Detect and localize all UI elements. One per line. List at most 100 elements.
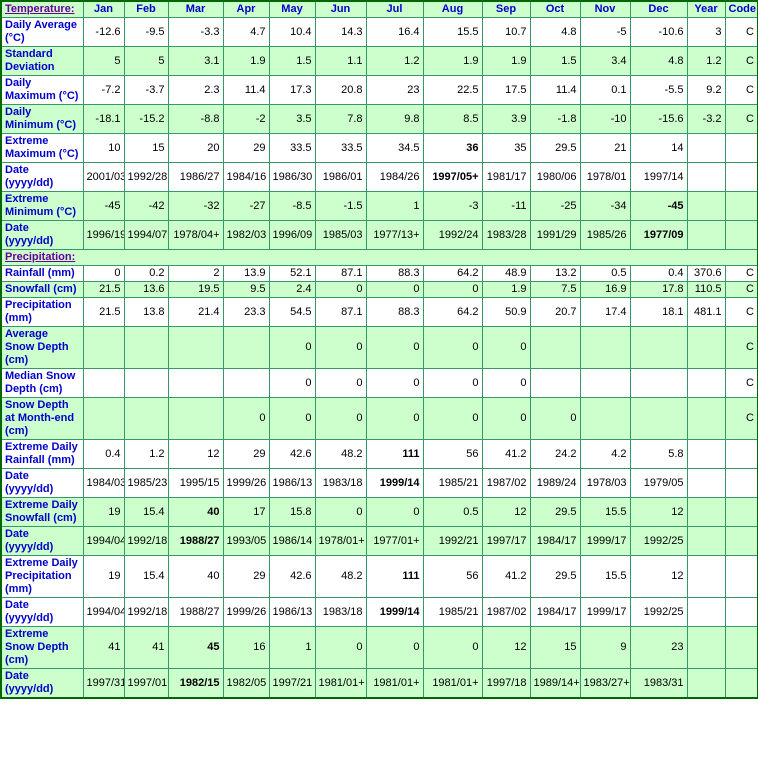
cell-mar: 1988/27 <box>167 526 224 556</box>
cell-year: 3 <box>686 17 726 47</box>
cell-sep: 10.7 <box>481 17 531 47</box>
cell-apr: 13.9 <box>222 265 270 282</box>
cell-sep: 0 <box>481 326 531 369</box>
column-header-jul: Jul <box>365 0 424 18</box>
cell-oct: 1991/29 <box>529 220 581 250</box>
cell-apr: 1999/26 <box>222 597 270 627</box>
cell-dec: 1979/05 <box>629 468 688 498</box>
cell-jul: 111 <box>365 555 424 598</box>
column-header-feb: Feb <box>123 0 169 18</box>
cell-code <box>724 526 758 556</box>
cell-may: 15.8 <box>268 497 316 527</box>
cell-feb: 1997/01 <box>123 668 169 699</box>
cell-sep: 1981/17 <box>481 162 531 192</box>
cell-aug: 64.2 <box>422 297 483 327</box>
cell-aug: 0 <box>422 281 483 298</box>
cell-apr: -27 <box>222 191 270 221</box>
cell-code <box>724 597 758 627</box>
cell-jan: 1996/19 <box>82 220 125 250</box>
cell-aug: 8.5 <box>422 104 483 134</box>
cell-code <box>724 497 758 527</box>
precipitation-section-row: Precipitation: <box>0 249 758 266</box>
cell-year <box>686 468 726 498</box>
cell-feb: 15.4 <box>123 497 169 527</box>
row-label: Standard Deviation <box>0 46 84 76</box>
precipitation-section-link[interactable]: Precipitation: <box>5 251 76 263</box>
cell-year <box>686 133 726 163</box>
cell-aug: 1985/21 <box>422 468 483 498</box>
cell-nov: 0.1 <box>579 75 631 105</box>
row-label: Date (yyyy/dd) <box>0 468 84 498</box>
column-header-apr: Apr <box>222 0 270 18</box>
cell-apr <box>222 368 270 398</box>
cell-feb: 15.4 <box>123 555 169 598</box>
table-row-rainfall-mm: Rainfall (mm) 0 0.2 2 13.9 52.1 87.1 88.3 64.2 48… <box>0 265 758 282</box>
cell-sep: 1997/17 <box>481 526 531 556</box>
cell-dec: 1997/14 <box>629 162 688 192</box>
cell-dec: 23 <box>629 626 688 669</box>
cell-jan: 1994/04 <box>82 597 125 627</box>
cell-mar: 40 <box>167 497 224 527</box>
cell-code <box>724 626 758 669</box>
cell-apr: 23.3 <box>222 297 270 327</box>
cell-dec: 14 <box>629 133 688 163</box>
cell-jun: 87.1 <box>314 265 367 282</box>
cell-code <box>724 191 758 221</box>
cell-apr: 29 <box>222 555 270 598</box>
cell-jan: -7.2 <box>82 75 125 105</box>
cell-sep: 3.9 <box>481 104 531 134</box>
cell-dec: 4.8 <box>629 46 688 76</box>
cell-nov: 9 <box>579 626 631 669</box>
cell-jun: 48.2 <box>314 439 367 469</box>
cell-year: 1.2 <box>686 46 726 76</box>
cell-may: -8.5 <box>268 191 316 221</box>
cell-jul: 9.8 <box>365 104 424 134</box>
cell-jan <box>82 368 125 398</box>
column-header-aug: Aug <box>422 0 483 18</box>
cell-aug: 0 <box>422 368 483 398</box>
cell-code: C <box>724 104 758 134</box>
cell-dec: -15.6 <box>629 104 688 134</box>
cell-jul: 1999/14 <box>365 468 424 498</box>
cell-oct: 1.5 <box>529 46 581 76</box>
cell-mar: 45 <box>167 626 224 669</box>
cell-apr: 1982/03 <box>222 220 270 250</box>
cell-may: 17.3 <box>268 75 316 105</box>
column-header-mar: Mar <box>167 0 224 18</box>
table-row-median-snow-depth-cm: Median Snow Depth (cm) 0 0 0 0 0 C <box>0 368 758 398</box>
row-label: Extreme Snow Depth (cm) <box>0 626 84 669</box>
cell-mar: -8.8 <box>167 104 224 134</box>
cell-nov: 1999/17 <box>579 526 631 556</box>
cell-oct: 11.4 <box>529 75 581 105</box>
cell-dec: -5.5 <box>629 75 688 105</box>
cell-code <box>724 668 758 699</box>
cell-nov: 3.4 <box>579 46 631 76</box>
cell-may: 42.6 <box>268 555 316 598</box>
temperature-section-link[interactable]: Temperature: <box>0 0 84 18</box>
cell-nov: 15.5 <box>579 555 631 598</box>
cell-mar <box>167 397 224 440</box>
cell-year <box>686 439 726 469</box>
cell-jul: 88.3 <box>365 265 424 282</box>
cell-dec: 5.8 <box>629 439 688 469</box>
column-header-oct: Oct <box>529 0 581 18</box>
cell-may: 10.4 <box>268 17 316 47</box>
cell-jan: -45 <box>82 191 125 221</box>
cell-mar: -3.3 <box>167 17 224 47</box>
cell-code <box>724 555 758 598</box>
cell-jun: 14.3 <box>314 17 367 47</box>
cell-jul: 1999/14 <box>365 597 424 627</box>
cell-code: C <box>724 397 758 440</box>
column-header-dec: Dec <box>629 0 688 18</box>
cell-jun: 20.8 <box>314 75 367 105</box>
cell-sep: 41.2 <box>481 439 531 469</box>
cell-apr: 1982/05 <box>222 668 270 699</box>
cell-apr: -2 <box>222 104 270 134</box>
cell-year <box>686 497 726 527</box>
cell-nov: 1985/26 <box>579 220 631 250</box>
cell-code: C <box>724 75 758 105</box>
cell-may: 1.5 <box>268 46 316 76</box>
cell-jul: 34.5 <box>365 133 424 163</box>
cell-sep: 1.9 <box>481 46 531 76</box>
cell-mar: 1995/15 <box>167 468 224 498</box>
